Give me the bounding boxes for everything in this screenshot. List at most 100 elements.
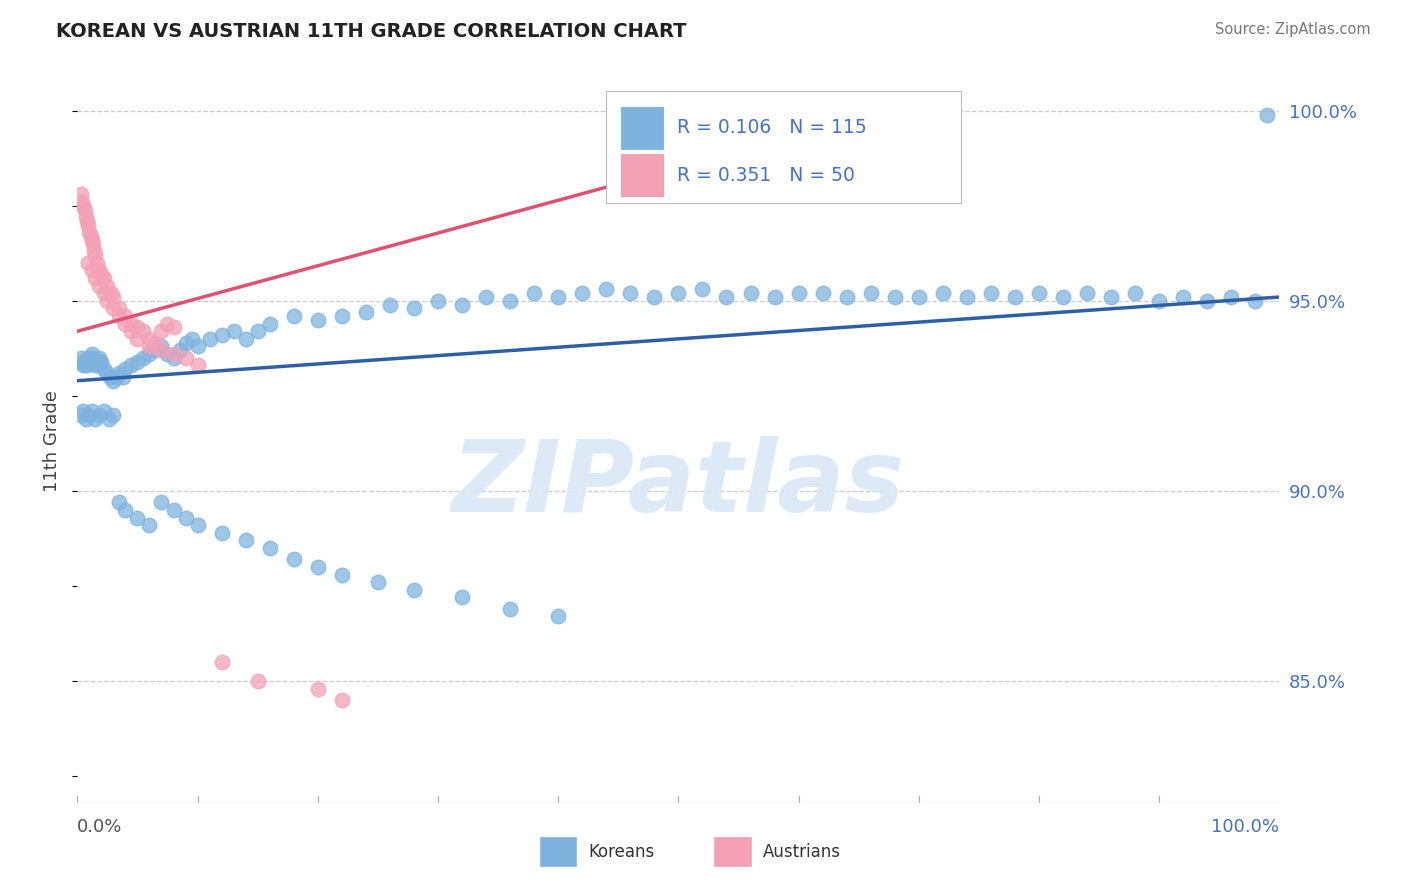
Point — [96, 366, 118, 380]
Point — [186, 518, 209, 533]
Point — [87, 263, 110, 277]
Point — [523, 286, 546, 301]
Point — [259, 541, 281, 555]
Point — [451, 298, 474, 312]
Point — [451, 591, 474, 605]
FancyBboxPatch shape — [606, 91, 960, 203]
Point — [120, 317, 142, 331]
Point — [1028, 286, 1050, 301]
Point — [980, 286, 1002, 301]
Point — [174, 510, 197, 524]
Point — [96, 278, 118, 293]
Point — [87, 278, 110, 293]
Point — [169, 343, 191, 358]
Point — [79, 354, 101, 368]
Point — [1123, 286, 1146, 301]
Point — [84, 359, 107, 373]
Point — [103, 290, 125, 304]
Point — [87, 408, 110, 422]
Point — [84, 411, 107, 425]
Point — [1052, 290, 1074, 304]
Point — [70, 408, 93, 422]
Point — [932, 286, 955, 301]
Point — [114, 362, 136, 376]
Point — [138, 332, 160, 346]
Point — [120, 324, 142, 338]
Point — [72, 199, 94, 213]
Point — [246, 324, 269, 338]
Text: R = 0.351   N = 50: R = 0.351 N = 50 — [678, 166, 855, 186]
Point — [70, 354, 93, 368]
Point — [222, 324, 245, 338]
FancyBboxPatch shape — [620, 107, 662, 149]
Point — [763, 290, 786, 304]
Point — [174, 335, 197, 350]
Point — [127, 354, 149, 368]
Point — [79, 351, 101, 365]
Point — [150, 343, 173, 358]
Point — [1256, 107, 1278, 121]
Point — [1004, 290, 1026, 304]
Point — [402, 582, 425, 597]
Point — [79, 226, 101, 240]
Point — [90, 267, 112, 281]
Point — [80, 263, 103, 277]
Text: R = 0.106   N = 115: R = 0.106 N = 115 — [678, 119, 868, 137]
Point — [80, 233, 103, 247]
Point — [156, 317, 179, 331]
Point — [740, 286, 762, 301]
Point — [87, 351, 110, 365]
Point — [211, 525, 233, 540]
Point — [93, 271, 115, 285]
Point — [108, 366, 131, 380]
Point — [186, 359, 209, 373]
Point — [1149, 293, 1171, 308]
Point — [150, 324, 173, 338]
Point — [475, 290, 498, 304]
Point — [103, 374, 125, 388]
Point — [114, 309, 136, 323]
Point — [86, 354, 108, 368]
Point — [908, 290, 931, 304]
Point — [787, 286, 810, 301]
Point — [211, 328, 233, 343]
Point — [72, 404, 94, 418]
Point — [145, 343, 167, 358]
Point — [84, 271, 107, 285]
Point — [499, 602, 522, 616]
Point — [246, 674, 269, 689]
Point — [96, 293, 118, 308]
Point — [283, 309, 305, 323]
Text: KOREAN VS AUSTRIAN 11TH GRADE CORRELATION CHART: KOREAN VS AUSTRIAN 11TH GRADE CORRELATIO… — [56, 22, 686, 41]
FancyBboxPatch shape — [540, 838, 576, 866]
Point — [330, 567, 353, 582]
Point — [70, 194, 93, 209]
Point — [198, 332, 221, 346]
Point — [76, 359, 98, 373]
Point — [100, 286, 122, 301]
Point — [87, 359, 110, 373]
Point — [114, 317, 136, 331]
Point — [120, 359, 142, 373]
Point — [93, 404, 115, 418]
Point — [956, 290, 979, 304]
Point — [619, 286, 641, 301]
Point — [402, 301, 425, 316]
Point — [180, 332, 202, 346]
Point — [378, 298, 401, 312]
Point — [186, 339, 209, 353]
Text: 100.0%: 100.0% — [1212, 818, 1279, 836]
Point — [77, 256, 100, 270]
Point — [499, 293, 522, 308]
Point — [1099, 290, 1122, 304]
Point — [138, 339, 160, 353]
Point — [127, 320, 149, 334]
Point — [108, 301, 131, 316]
Point — [93, 362, 115, 376]
Point — [1197, 293, 1219, 308]
Point — [111, 370, 134, 384]
Point — [174, 351, 197, 365]
Point — [1244, 293, 1267, 308]
Point — [90, 354, 112, 368]
Point — [283, 552, 305, 566]
